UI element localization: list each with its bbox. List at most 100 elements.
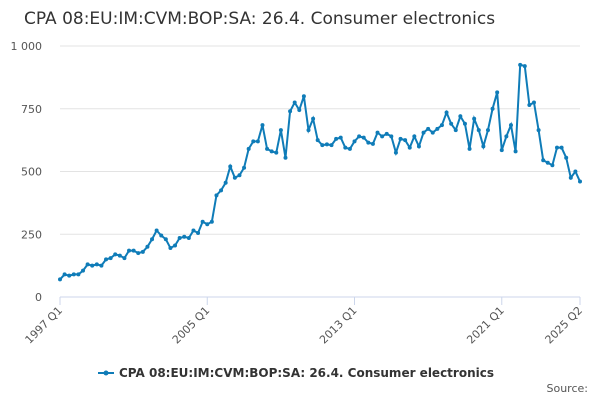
point: [366, 140, 371, 145]
point: [251, 139, 256, 144]
point: [504, 134, 509, 139]
point: [223, 180, 228, 185]
point: [278, 128, 283, 133]
x-tick-label: 2005 Q1: [170, 304, 213, 347]
point: [499, 148, 504, 153]
point: [380, 134, 385, 139]
point: [191, 228, 196, 233]
point: [228, 164, 233, 169]
y-tick-label: 250: [21, 228, 42, 241]
point: [163, 237, 168, 242]
point: [430, 130, 435, 135]
point: [467, 146, 472, 151]
point: [209, 219, 214, 224]
point: [301, 94, 306, 99]
point: [297, 108, 302, 113]
point: [140, 249, 145, 254]
point: [449, 121, 454, 126]
x-tick-label: 1997 Q1: [23, 304, 66, 347]
point: [145, 244, 150, 249]
point: [269, 149, 274, 154]
point: [453, 128, 458, 133]
point: [481, 144, 486, 149]
point: [232, 175, 237, 180]
point: [513, 149, 518, 154]
point: [62, 272, 67, 277]
point: [173, 243, 178, 248]
point: [444, 110, 449, 115]
point: [274, 150, 279, 155]
point: [159, 233, 164, 238]
source: Source:: [547, 382, 589, 395]
point: [104, 257, 109, 262]
point: [421, 130, 426, 135]
point: [527, 102, 532, 107]
point: [186, 236, 191, 241]
point: [81, 268, 86, 273]
point: [255, 139, 260, 144]
point: [495, 90, 500, 95]
point: [320, 143, 325, 148]
point: [550, 163, 555, 168]
line: [59, 63, 581, 281]
point: [554, 145, 559, 150]
point: [117, 253, 122, 258]
point: [361, 135, 366, 140]
y-tick-label: 0: [35, 291, 42, 304]
point: [246, 146, 251, 151]
point: [136, 251, 141, 256]
point: [219, 188, 224, 193]
point: [343, 145, 348, 150]
point: [476, 128, 481, 133]
point: [347, 146, 352, 151]
point: [403, 138, 408, 143]
point: [205, 222, 210, 227]
x-tick-label: 2021 Q1: [464, 304, 507, 347]
point: [306, 128, 311, 133]
point: [508, 123, 513, 128]
point: [352, 139, 357, 144]
point: [412, 134, 417, 139]
point: [71, 272, 76, 277]
point: [522, 64, 527, 69]
point: [242, 165, 247, 170]
point: [127, 248, 132, 253]
point: [541, 158, 546, 163]
point: [338, 135, 343, 140]
point: [67, 273, 72, 278]
point: [578, 179, 582, 184]
point: [334, 136, 339, 141]
legend-label: CPA 08:EU:IM:CVM:BOP:SA: 26.4. Consumer …: [119, 366, 494, 380]
point: [416, 144, 421, 149]
point: [435, 126, 440, 131]
point: [545, 160, 550, 165]
point: [288, 109, 293, 114]
chart-title: CPA 08:EU:IM:CVM:BOP:SA: 26.4. Consumer …: [24, 9, 495, 29]
point: [292, 100, 297, 105]
point: [196, 230, 201, 235]
point: [131, 248, 136, 253]
point: [531, 100, 536, 105]
point: [283, 155, 288, 160]
point: [200, 219, 205, 224]
point: [375, 130, 380, 135]
point: [398, 136, 403, 141]
point: [564, 155, 569, 160]
point: [472, 116, 477, 121]
point: [150, 237, 155, 242]
y-tick-label: 500: [21, 166, 42, 179]
y-tick-label: 750: [21, 103, 42, 116]
point: [536, 128, 541, 133]
point: [462, 121, 467, 126]
point: [113, 252, 118, 257]
point: [426, 126, 431, 131]
point: [439, 123, 444, 128]
point: [559, 145, 564, 150]
point: [490, 106, 495, 111]
point: [90, 263, 95, 268]
point: [214, 193, 219, 198]
point: [122, 256, 127, 261]
point: [357, 134, 362, 139]
point: [85, 262, 90, 267]
